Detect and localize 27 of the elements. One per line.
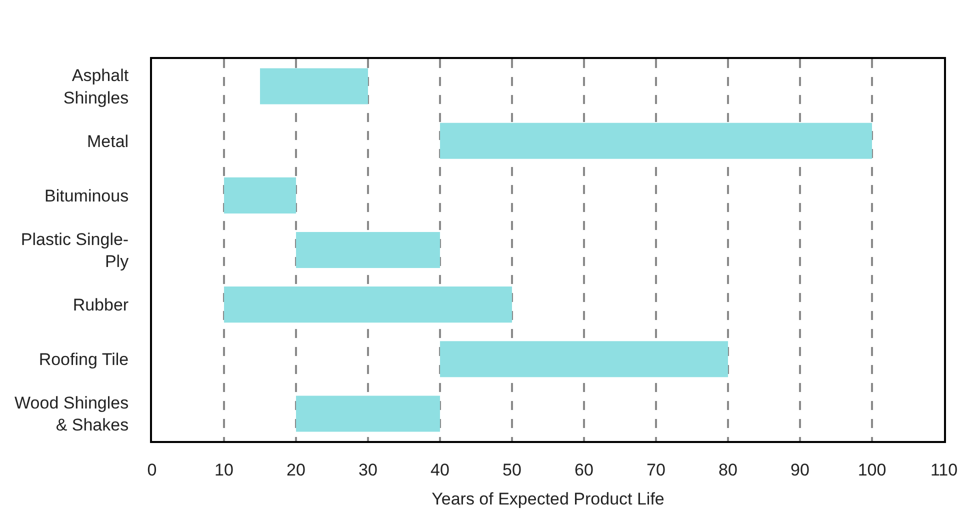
y-tick-label: Asphalt Shingles <box>63 66 129 108</box>
y-tick-label: Plastic Single-Ply <box>20 230 130 271</box>
bar <box>296 232 440 268</box>
bar <box>440 341 728 378</box>
bar <box>440 122 872 159</box>
y-tick-label: Wood Shingles & Shakes <box>14 394 129 435</box>
y-tick-label: Bituminous <box>44 186 129 206</box>
x-tick-label: 80 <box>718 460 738 480</box>
x-tick-label: 110 <box>930 460 958 480</box>
x-tick-label: 70 <box>646 460 666 480</box>
x-tick-label: 90 <box>790 460 810 480</box>
x-tick-label: 40 <box>430 460 450 480</box>
bar <box>260 68 368 104</box>
x-tick-label: 0 <box>147 460 157 480</box>
x-tick-label: 60 <box>574 460 594 480</box>
x-axis-title: Years of Expected Product Life <box>432 489 664 508</box>
y-tick-label: Metal <box>87 132 129 151</box>
x-tick-label: 30 <box>358 460 378 480</box>
x-tick-label: 50 <box>502 460 522 480</box>
bar <box>224 286 512 323</box>
x-tick-label: 10 <box>214 460 234 480</box>
y-tick-label: Roofing Tile <box>38 350 129 370</box>
x-tick-label: 100 <box>858 460 886 480</box>
bar <box>296 396 440 432</box>
bar <box>224 177 296 214</box>
x-tick-label: 20 <box>286 460 306 480</box>
y-tick-label: Rubber <box>72 296 129 315</box>
